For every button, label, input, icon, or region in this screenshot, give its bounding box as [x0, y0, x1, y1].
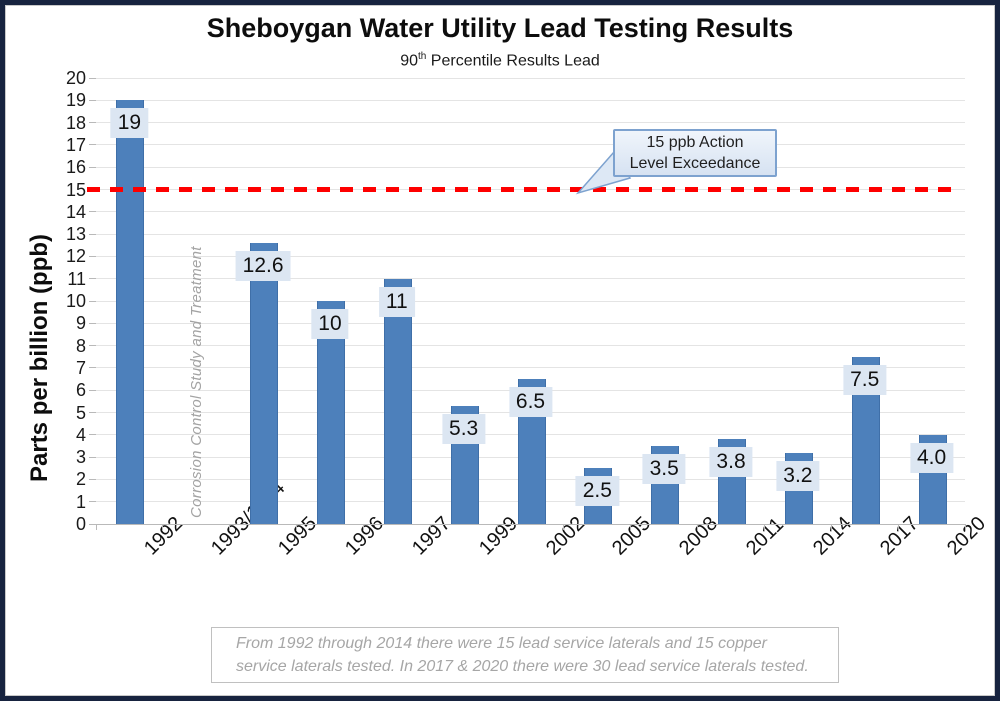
gridline: [96, 278, 965, 280]
action-level-line: [87, 187, 958, 192]
y-axis-tick: [89, 478, 96, 480]
bar-value-label: 4.0: [909, 442, 954, 473]
x-axis-tick: [563, 524, 565, 530]
bar-value-label: 11: [378, 286, 415, 317]
gridline: [96, 300, 965, 302]
bar-value-label: 6.5: [508, 387, 553, 418]
y-axis-tick: [89, 501, 96, 503]
x-axis-line: [96, 523, 965, 525]
x-axis-tick: [95, 524, 97, 530]
y-axis-tick-label: 3: [75, 447, 86, 468]
y-axis-tick-label: 17: [65, 134, 86, 155]
y-axis-tick: [89, 77, 96, 79]
bar: [383, 278, 412, 524]
y-axis-tick: [89, 367, 96, 369]
x-axis-tick: [429, 524, 431, 530]
footnote-line-1: From 1992 through 2014 there were 15 lea…: [236, 635, 767, 652]
y-axis-tick-label: 5: [75, 402, 86, 423]
y-axis-tick-label: 20: [65, 68, 86, 88]
y-axis-tick-label: 4: [75, 424, 86, 445]
y-axis-tick: [89, 211, 96, 213]
chart-title: Sheboygan Water Utility Lead Testing Res…: [206, 13, 794, 43]
y-axis-tick-label: 0: [75, 514, 86, 534]
y-axis-tick: [89, 300, 96, 302]
gridline: [96, 122, 965, 124]
bar-value-label: 2.5: [575, 476, 619, 507]
x-axis-tick: [964, 524, 966, 530]
y-axis-tick-label: 15: [65, 179, 86, 200]
y-axis-tick: [89, 412, 96, 413]
y-axis-tick-label: 10: [65, 291, 86, 311]
bar-value-label: 3.5: [642, 453, 686, 484]
chart-subtitle: 90th Percentile Results Lead: [0, 51, 1000, 70]
gridline: [96, 322, 965, 324]
y-axis-tick-label: 8: [75, 335, 86, 356]
gridline: [96, 233, 965, 235]
x-axis-tick: [496, 524, 498, 530]
x-axis-tick: [630, 524, 632, 530]
y-axis-tick: [89, 166, 96, 168]
x-axis-tick: [229, 524, 231, 530]
footnote-line-2: service laterals tested. In 2017 & 2020 …: [236, 658, 809, 675]
y-axis-tick: [89, 99, 96, 101]
y-axis-tick: [89, 122, 96, 124]
y-axis-tick-label: 6: [75, 380, 86, 401]
y-axis-tick: [89, 278, 96, 280]
y-axis-tick-label: 9: [75, 313, 86, 334]
y-axis-tick-label: 18: [65, 112, 86, 133]
x-axis-tick: [897, 524, 899, 530]
subtitle-base: 90: [400, 52, 418, 70]
action-level-callout: 15 ppb Action Level Exceedance: [613, 129, 777, 177]
x-axis-tick: [763, 524, 765, 530]
bar-value-label: 19: [110, 108, 149, 139]
y-axis-tick-label: 11: [67, 268, 86, 289]
gridline: [96, 345, 965, 347]
bar: [250, 243, 279, 524]
gridline: [96, 166, 965, 168]
y-axis-tick-label: 19: [65, 90, 86, 111]
y-axis-tick-label: 1: [75, 491, 86, 512]
y-axis-tick: [89, 345, 96, 347]
x-axis-tick: [162, 524, 164, 530]
y-axis-tick: [89, 523, 96, 525]
gridline: [96, 367, 965, 369]
x-axis-tick: [697, 524, 699, 530]
gridline: [96, 255, 965, 257]
x-axis-tick: [362, 524, 364, 530]
x-axis-tick: [830, 524, 832, 530]
y-axis-tick-label: 12: [65, 246, 86, 267]
gridline: [96, 211, 965, 213]
footnote-box: From 1992 through 2014 there were 15 lea…: [211, 627, 839, 683]
bar-value-label: 3.8: [709, 447, 753, 478]
gridline: [96, 144, 965, 146]
gridline: [96, 77, 965, 79]
bar-value-label: 7.5: [843, 364, 887, 395]
x-axis-tick: [296, 524, 298, 530]
y-axis-tick-label: 16: [65, 157, 86, 178]
y-axis-tick: [89, 322, 96, 324]
y-axis-tick: [89, 233, 96, 235]
y-axis-tick: [89, 255, 96, 257]
y-axis-tick-label: 2: [75, 469, 86, 490]
y-axis-tick-label: 13: [65, 224, 86, 245]
bar-value-label: 10: [311, 309, 349, 339]
bar-value-label: 5.3: [442, 413, 486, 444]
subtitle-rest: Percentile Results Lead: [426, 52, 600, 70]
bar-value-label: 3.2: [776, 460, 820, 491]
y-axis-tick-label: 14: [65, 201, 86, 222]
y-axis-tick: [89, 456, 96, 458]
y-axis-tick: [89, 144, 96, 146]
subtitle-superscript: th: [418, 51, 427, 62]
bar-value-label: 12.6: [235, 251, 291, 282]
y-axis-tick: [89, 434, 96, 436]
callout-line-2: Level Exceedance: [629, 155, 761, 172]
y-axis-tick: [89, 389, 96, 391]
y-axis-tick-label: 7: [75, 357, 86, 378]
callout-line-1: 15 ppb Action: [646, 134, 744, 151]
bar: [116, 100, 145, 524]
gridline: [96, 99, 965, 101]
